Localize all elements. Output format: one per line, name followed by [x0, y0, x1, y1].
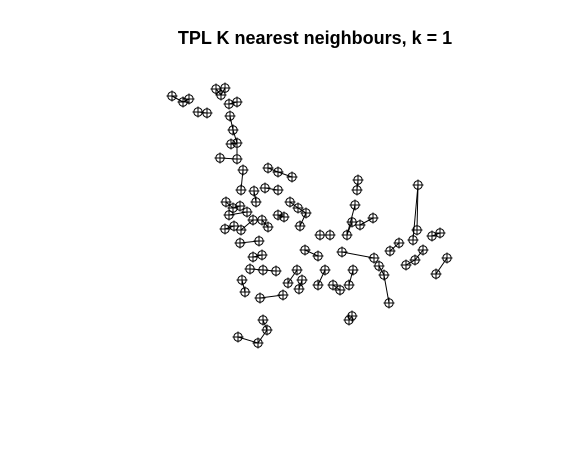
neighbour-link: [288, 270, 297, 283]
data-point: [228, 125, 239, 136]
data-point: [410, 255, 421, 266]
data-point: [442, 253, 453, 264]
data-point: [413, 180, 424, 191]
data-point: [352, 185, 363, 196]
data-point: [431, 269, 442, 280]
data-point: [238, 165, 249, 176]
data-point: [337, 247, 348, 258]
data-point: [342, 230, 353, 241]
points-layer: [167, 83, 453, 349]
data-point: [237, 275, 248, 286]
data-point: [236, 185, 247, 196]
data-point: [226, 139, 237, 150]
data-point: [233, 332, 244, 343]
data-point: [379, 270, 390, 281]
data-point: [368, 213, 379, 224]
data-point: [273, 210, 284, 221]
data-point: [254, 236, 265, 247]
data-point: [258, 315, 269, 326]
data-point: [292, 265, 303, 276]
neighbour-link: [172, 96, 183, 102]
data-point: [251, 197, 262, 208]
data-point: [297, 275, 308, 286]
data-point: [353, 175, 364, 186]
data-point: [232, 154, 243, 165]
data-point: [401, 260, 412, 271]
data-point: [257, 250, 268, 261]
data-point: [283, 278, 294, 289]
data-point: [245, 264, 256, 275]
data-point: [249, 186, 260, 197]
data-point: [202, 108, 213, 119]
data-point: [193, 107, 204, 118]
data-point: [225, 111, 236, 122]
data-point: [215, 153, 226, 164]
data-point: [167, 91, 178, 102]
neighbour-link: [241, 220, 253, 230]
data-point: [220, 224, 231, 235]
data-point: [279, 212, 290, 223]
data-point: [300, 245, 311, 256]
data-point: [408, 235, 419, 246]
neighbour-link: [342, 252, 374, 258]
data-point: [348, 265, 359, 276]
data-point: [260, 183, 271, 194]
data-point: [232, 138, 243, 149]
data-point: [325, 230, 336, 241]
data-point: [384, 298, 395, 309]
data-point: [263, 163, 274, 174]
neighbour-link: [300, 213, 306, 226]
data-point: [335, 285, 346, 296]
data-point: [350, 200, 361, 211]
data-point: [184, 94, 195, 105]
data-point: [240, 287, 251, 298]
data-point: [294, 284, 305, 295]
data-point: [418, 245, 429, 256]
data-point: [255, 293, 266, 304]
data-point: [178, 97, 189, 108]
data-point: [273, 167, 284, 178]
data-point: [313, 280, 324, 291]
data-point: [278, 290, 289, 301]
data-point: [273, 185, 284, 196]
data-point: [262, 325, 273, 336]
data-point: [287, 172, 298, 183]
data-point: [320, 265, 331, 276]
neighbour-link: [258, 330, 267, 343]
data-point: [235, 238, 246, 249]
data-point: [328, 280, 339, 291]
data-point: [258, 265, 269, 276]
data-point: [248, 252, 259, 263]
neighbour-link: [278, 172, 292, 177]
neighbour-link: [436, 258, 447, 274]
data-point: [271, 266, 282, 277]
data-point: [313, 251, 324, 262]
data-point: [253, 338, 264, 349]
data-point: [295, 221, 306, 232]
data-point: [344, 280, 355, 291]
neighbour-link: [305, 250, 318, 256]
data-point: [315, 230, 326, 241]
